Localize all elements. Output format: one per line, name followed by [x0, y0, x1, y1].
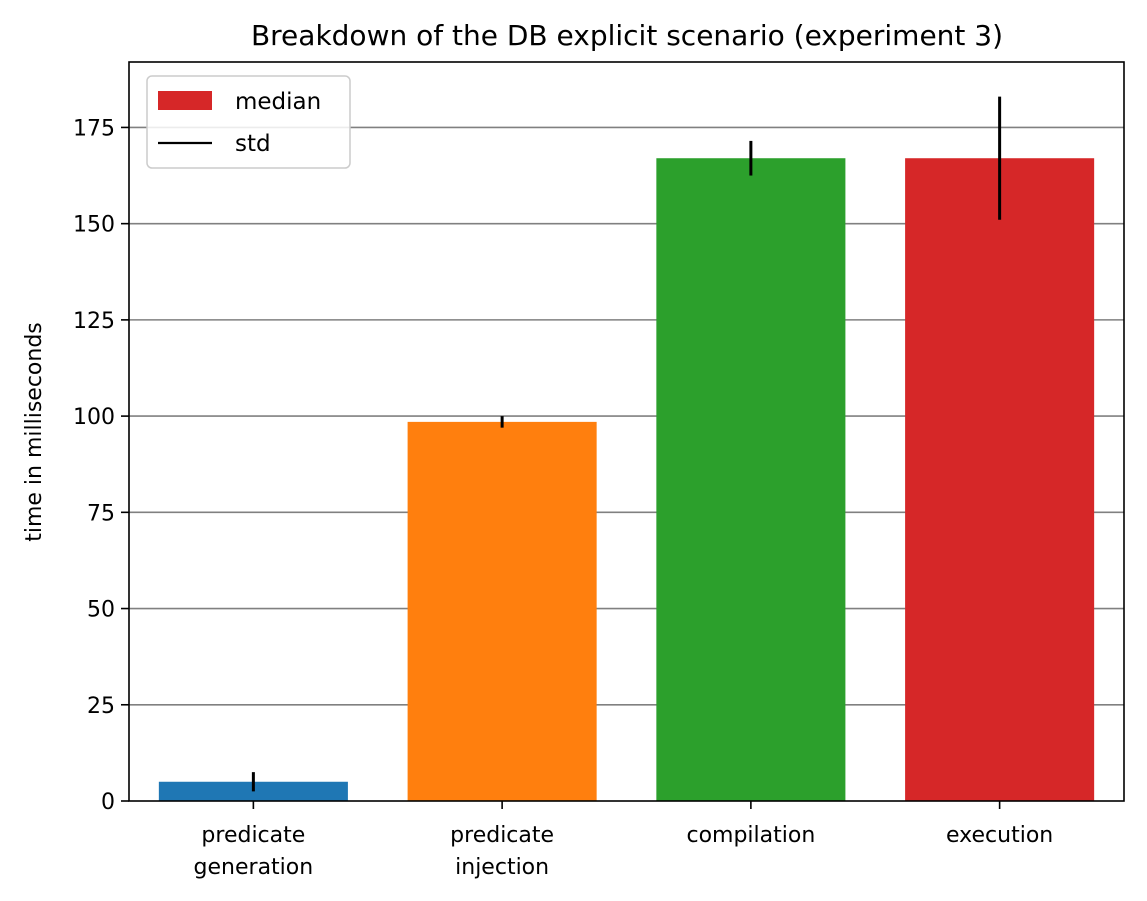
y-axis-label: time in milliseconds [22, 322, 47, 542]
y-tick-label: 175 [73, 116, 115, 141]
y-tick-label: 0 [101, 790, 115, 815]
x-tick-label: compilation [686, 823, 815, 848]
axes: 0 25 50 75 100 125 150 175 predicate generation pr… [73, 116, 1053, 880]
plot-frame [128, 61, 1125, 802]
x-tick-label: predicate [201, 823, 305, 848]
bar [407, 421, 597, 801]
y-tick-label: 25 [87, 694, 115, 719]
x-tick-label: injection [455, 855, 549, 880]
bar [905, 158, 1095, 802]
x-tick-label: execution [946, 823, 1053, 848]
legend-std-label: std [235, 131, 271, 157]
x-tick-label: predicate [450, 823, 554, 848]
y-tick-label: 150 [73, 213, 115, 238]
y-tick-label: 50 [87, 598, 115, 623]
error-bars [251, 96, 1002, 792]
legend: median std [146, 75, 351, 169]
y-tick-label: 125 [73, 309, 115, 334]
y-tick-label: 75 [87, 501, 115, 526]
legend-median-label: median [235, 89, 321, 115]
x-tick-label: generation [194, 855, 314, 880]
legend-median-swatch [158, 91, 212, 110]
bars [158, 158, 1095, 802]
y-tick-label: 100 [73, 405, 115, 430]
bar [656, 158, 846, 802]
chart-title: Breakdown of the DB explicit scenario (e… [251, 19, 1003, 52]
